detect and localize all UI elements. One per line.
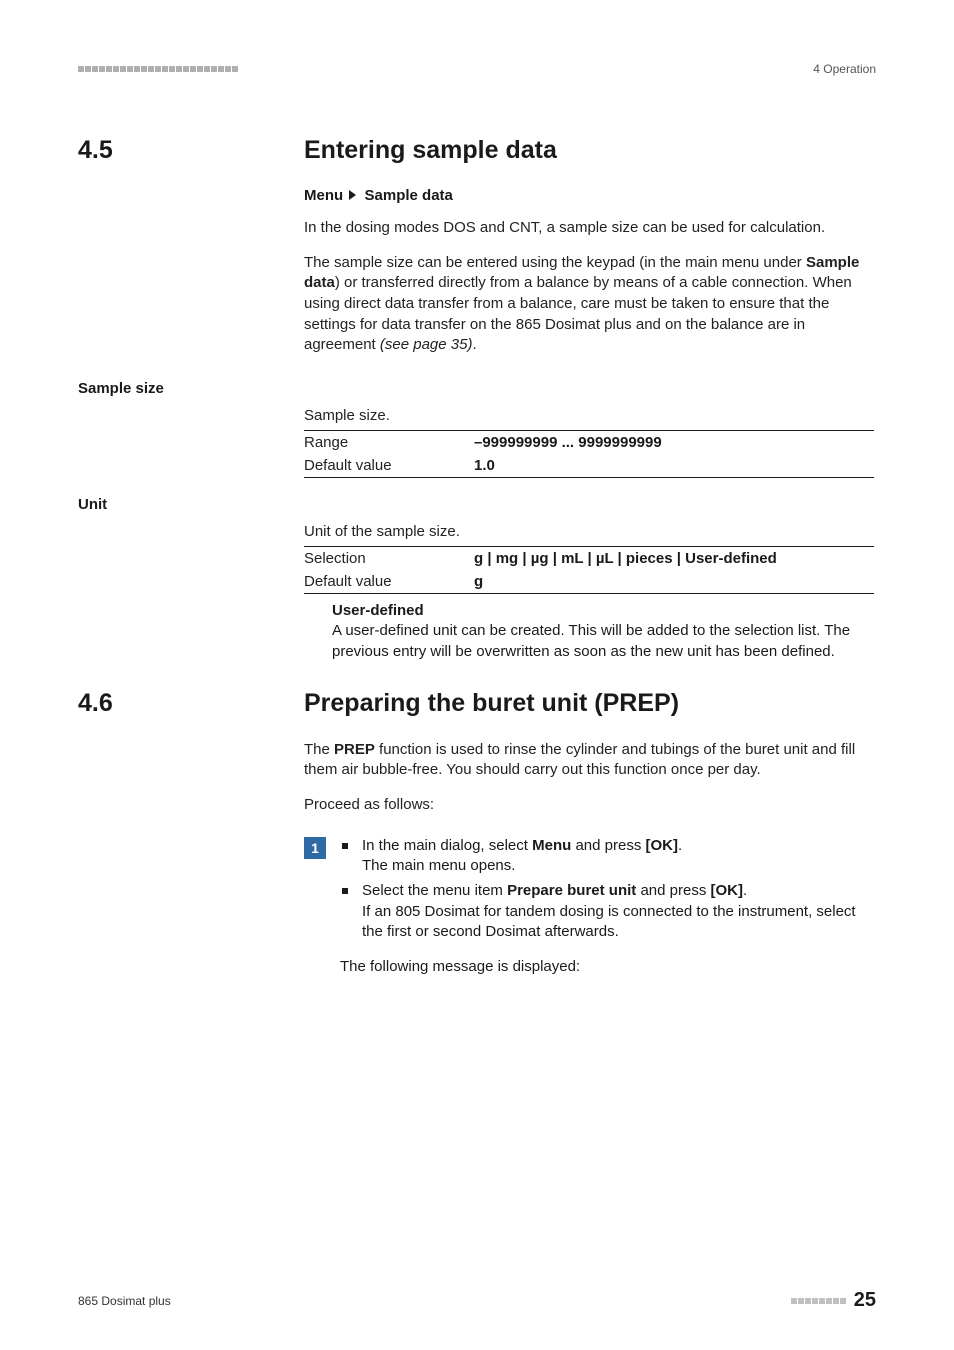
section-title: Entering sample data: [304, 136, 557, 164]
body-paragraph: The PREP function is used to rinse the c…: [304, 740, 874, 781]
note-heading: User-defined: [332, 602, 874, 619]
step-tail: The following message is displayed:: [340, 957, 874, 978]
list-item: Select the menu item Prepare buret unit …: [340, 881, 874, 943]
table-row: Default value g: [304, 570, 874, 594]
row-value: –999999999 ... 9999999999: [474, 431, 874, 455]
row-label: Selection: [304, 547, 474, 571]
section-heading: 4.5Entering sample data: [78, 136, 876, 165]
body-paragraph: The sample size can be entered using the…: [304, 253, 874, 356]
step-number-badge: 1: [304, 837, 326, 859]
table-row: Selection g | mg | µg | mL | µL | pieces…: [304, 547, 874, 571]
parameter-label: Sample size: [78, 380, 876, 397]
page-footer: 865 Dosimat plus 25: [78, 1289, 876, 1312]
parameter-table: Range –999999999 ... 9999999999 Default …: [304, 430, 874, 478]
section-number: 4.6: [78, 689, 304, 718]
header-chapter: 4 Operation: [813, 62, 876, 76]
row-value: g: [474, 570, 874, 594]
row-value: g | mg | µg | mL | µL | pieces | User-de…: [474, 547, 874, 571]
body-paragraph: In the dosing modes DOS and CNT, a sampl…: [304, 218, 874, 239]
row-value: 1.0: [474, 454, 874, 478]
row-label: Range: [304, 431, 474, 455]
body-paragraph: Proceed as follows:: [304, 795, 874, 816]
menu-path-target: Sample data: [365, 187, 453, 204]
menu-path: Menu Sample data: [304, 187, 874, 204]
section-number: 4.5: [78, 136, 304, 165]
row-label: Default value: [304, 570, 474, 594]
parameter-table: Selection g | mg | µg | mL | µL | pieces…: [304, 546, 874, 594]
note-block: User-defined A user-defined unit can be …: [332, 602, 874, 662]
menu-path-root: Menu: [304, 187, 343, 204]
parameter-intro: Sample size.: [304, 407, 874, 424]
page-header: 4 Operation: [78, 62, 876, 76]
header-marks-left: [78, 66, 238, 72]
section-heading: 4.6Preparing the buret unit (PREP): [78, 689, 876, 718]
page-number: 25: [854, 1289, 876, 1312]
parameter-label: Unit: [78, 496, 876, 513]
list-item: In the main dialog, select Menu and pres…: [340, 836, 874, 877]
footer-product: 865 Dosimat plus: [78, 1294, 171, 1308]
step: 1 In the main dialog, select Menu and pr…: [304, 836, 874, 978]
section-title: Preparing the buret unit (PREP): [304, 689, 679, 717]
step-bullets: In the main dialog, select Menu and pres…: [340, 836, 874, 943]
parameter-intro: Unit of the sample size.: [304, 523, 874, 540]
chevron-right-icon: [349, 190, 356, 200]
footer-marks: [791, 1298, 846, 1304]
row-label: Default value: [304, 454, 474, 478]
table-row: Default value 1.0: [304, 454, 874, 478]
table-row: Range –999999999 ... 9999999999: [304, 431, 874, 455]
note-body: A user-defined unit can be created. This…: [332, 621, 874, 662]
